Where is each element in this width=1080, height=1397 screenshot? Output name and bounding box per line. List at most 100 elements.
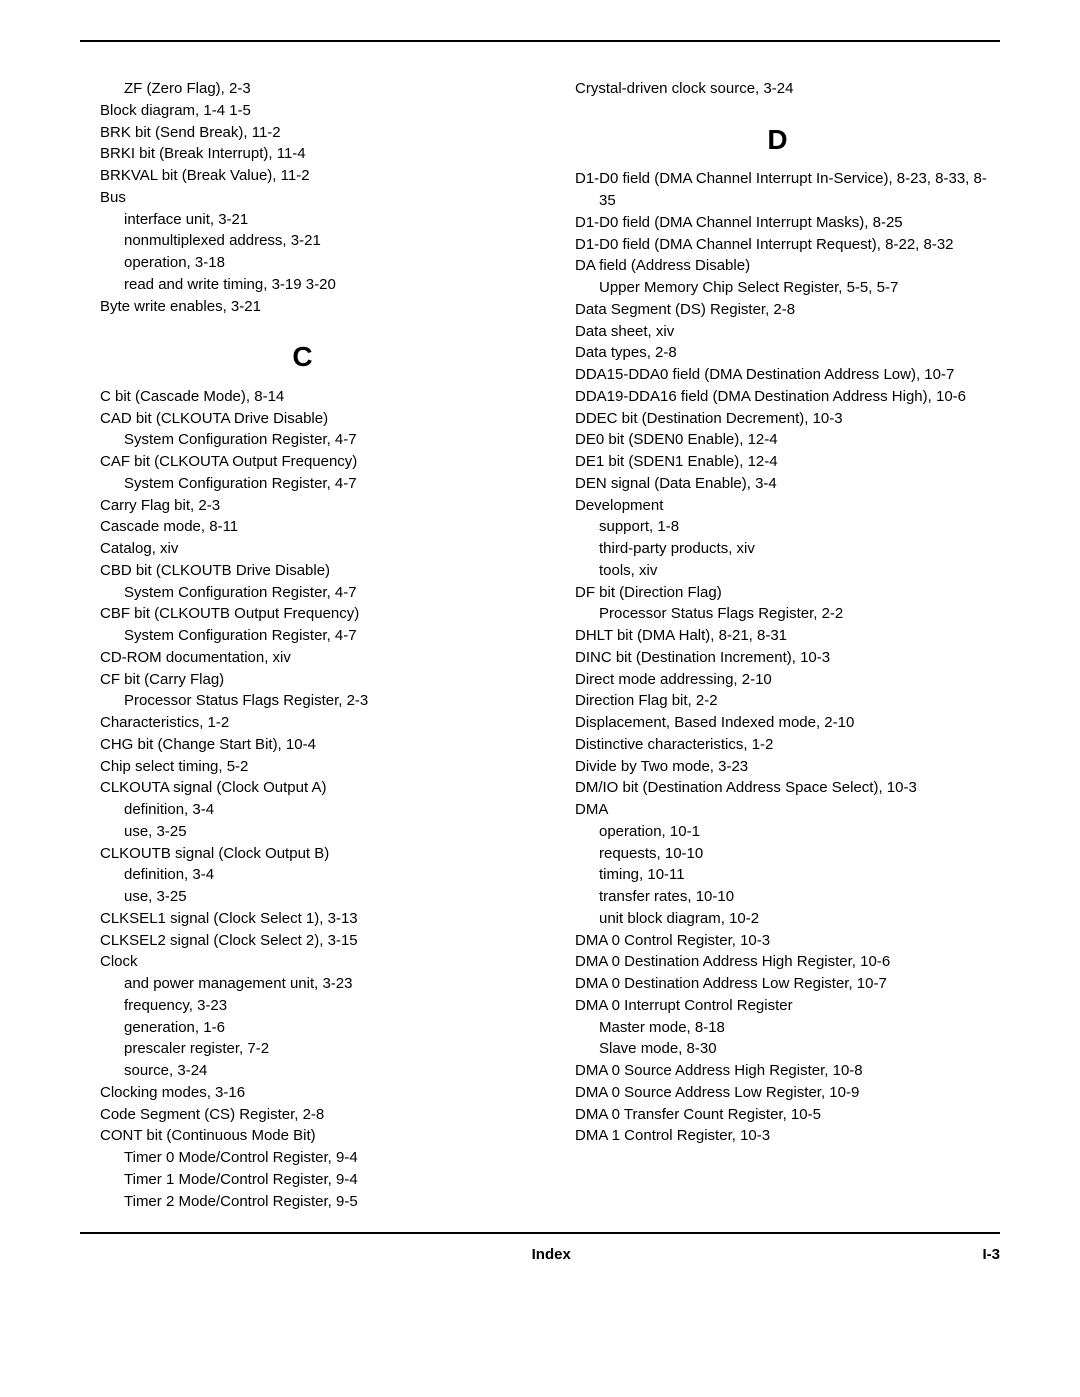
index-entry: DMA	[555, 799, 1000, 821]
index-entry: Catalog, xiv	[80, 538, 525, 560]
index-entry: DE0 bit (SDEN0 Enable), 12-4	[555, 429, 1000, 451]
right-column: Crystal-driven clock source, 3-24 D D1-D0 …	[555, 78, 1000, 1212]
index-entry: System Configuration Register, 4-7	[80, 625, 525, 647]
index-page: ZF (Zero Flag), 2-3Block diagram, 1-4 1-…	[0, 0, 1080, 1296]
index-entry: Carry Flag bit, 2-3	[80, 495, 525, 517]
index-entry: DMA 0 Transfer Count Register, 10-5	[555, 1104, 1000, 1126]
index-entry: operation, 3-18	[80, 252, 525, 274]
index-entry: Timer 0 Mode/Control Register, 9-4	[80, 1147, 525, 1169]
index-entry: System Configuration Register, 4-7	[80, 429, 525, 451]
index-entry: DMA 0 Source Address Low Register, 10-9	[555, 1082, 1000, 1104]
index-entry: CLKSEL1 signal (Clock Select 1), 3-13	[80, 908, 525, 930]
left-column: ZF (Zero Flag), 2-3Block diagram, 1-4 1-…	[80, 78, 525, 1212]
section-letter: C	[80, 337, 525, 378]
index-entry: DMA 0 Destination Address Low Register, …	[555, 973, 1000, 995]
index-entry: Divide by Two mode, 3-23	[555, 756, 1000, 778]
footer-center-label: Index	[120, 1244, 982, 1266]
index-entry: Clock	[80, 951, 525, 973]
index-entry: Crystal-driven clock source, 3-24	[555, 78, 1000, 100]
index-entry: DDA19-DDA16 field (DMA Destination Addre…	[555, 386, 1000, 408]
index-entry: CHG bit (Change Start Bit), 10-4	[80, 734, 525, 756]
index-entry: Distinctive characteristics, 1-2	[555, 734, 1000, 756]
index-entry: interface unit, 3-21	[80, 209, 525, 231]
index-entry: Code Segment (CS) Register, 2-8	[80, 1104, 525, 1126]
index-entry: use, 3-25	[80, 886, 525, 908]
index-entry: unit block diagram, 10-2	[555, 908, 1000, 930]
index-entry: Bus	[80, 187, 525, 209]
index-entry: Byte write enables, 3-21	[80, 296, 525, 318]
index-entry: DMA 0 Interrupt Control Register	[555, 995, 1000, 1017]
index-entry: prescaler register, 7-2	[80, 1038, 525, 1060]
index-entry: DINC bit (Destination Increment), 10-3	[555, 647, 1000, 669]
index-entry: read and write timing, 3-19 3-20	[80, 274, 525, 296]
index-entry: Slave mode, 8-30	[555, 1038, 1000, 1060]
index-entry: CD-ROM documentation, xiv	[80, 647, 525, 669]
index-entry: Direction Flag bit, 2-2	[555, 690, 1000, 712]
index-entry: DF bit (Direction Flag)	[555, 582, 1000, 604]
index-entry: CLKSEL2 signal (Clock Select 2), 3-15	[80, 930, 525, 952]
index-entry: C bit (Cascade Mode), 8-14	[80, 386, 525, 408]
index-entry: nonmultiplexed address, 3-21	[80, 230, 525, 252]
index-entry: Direct mode addressing, 2-10	[555, 669, 1000, 691]
index-entry: DA field (Address Disable)	[555, 255, 1000, 277]
index-entry: Data Segment (DS) Register, 2-8	[555, 299, 1000, 321]
index-entry: ZF (Zero Flag), 2-3	[80, 78, 525, 100]
index-entry: D1-D0 field (DMA Channel Interrupt In-Se…	[555, 168, 1000, 212]
index-entry: Clocking modes, 3-16	[80, 1082, 525, 1104]
index-entry: operation, 10-1	[555, 821, 1000, 843]
index-entry: DMA 0 Control Register, 10-3	[555, 930, 1000, 952]
index-entry: BRKI bit (Break Interrupt), 11-4	[80, 143, 525, 165]
index-entry: Data types, 2-8	[555, 342, 1000, 364]
index-entry: Timer 2 Mode/Control Register, 9-5	[80, 1191, 525, 1213]
index-entry: CF bit (Carry Flag)	[80, 669, 525, 691]
index-entry: source, 3-24	[80, 1060, 525, 1082]
index-entry: Development	[555, 495, 1000, 517]
index-entry: definition, 3-4	[80, 799, 525, 821]
index-entry: CAF bit (CLKOUTA Output Frequency)	[80, 451, 525, 473]
index-entry: and power management unit, 3-23	[80, 973, 525, 995]
index-entry: DDA15-DDA0 field (DMA Destination Addres…	[555, 364, 1000, 386]
index-entry: Cascade mode, 8-11	[80, 516, 525, 538]
index-entry: Processor Status Flags Register, 2-3	[80, 690, 525, 712]
index-entry: D1-D0 field (DMA Channel Interrupt Masks…	[555, 212, 1000, 234]
index-entry: transfer rates, 10-10	[555, 886, 1000, 908]
index-entry: CAD bit (CLKOUTA Drive Disable)	[80, 408, 525, 430]
index-entry: CLKOUTB signal (Clock Output B)	[80, 843, 525, 865]
index-entry: System Configuration Register, 4-7	[80, 582, 525, 604]
index-entry: DEN signal (Data Enable), 3-4	[555, 473, 1000, 495]
index-entry: BRKVAL bit (Break Value), 11-2	[80, 165, 525, 187]
index-entry: DDEC bit (Destination Decrement), 10-3	[555, 408, 1000, 430]
index-entry: use, 3-25	[80, 821, 525, 843]
index-entry: CONT bit (Continuous Mode Bit)	[80, 1125, 525, 1147]
index-entry: Data sheet, xiv	[555, 321, 1000, 343]
index-entry: Block diagram, 1-4 1-5	[80, 100, 525, 122]
index-entry: D1-D0 field (DMA Channel Interrupt Reque…	[555, 234, 1000, 256]
index-entry: Chip select timing, 5-2	[80, 756, 525, 778]
index-entry: requests, 10-10	[555, 843, 1000, 865]
page-footer: Index I-3	[80, 1234, 1000, 1266]
section-letter: D	[555, 120, 1000, 161]
index-entry: DM/IO bit (Destination Address Space Sel…	[555, 777, 1000, 799]
index-entry: DMA 0 Source Address High Register, 10-8	[555, 1060, 1000, 1082]
index-entry: timing, 10-11	[555, 864, 1000, 886]
index-entry: DMA 1 Control Register, 10-3	[555, 1125, 1000, 1147]
footer-page-number: I-3	[982, 1244, 1000, 1266]
index-entry: Displacement, Based Indexed mode, 2-10	[555, 712, 1000, 734]
index-entry: definition, 3-4	[80, 864, 525, 886]
index-entry: Upper Memory Chip Select Register, 5-5, …	[555, 277, 1000, 299]
index-entry: DMA 0 Destination Address High Register,…	[555, 951, 1000, 973]
index-entry: frequency, 3-23	[80, 995, 525, 1017]
index-entry: Characteristics, 1-2	[80, 712, 525, 734]
index-entry: generation, 1-6	[80, 1017, 525, 1039]
index-columns: ZF (Zero Flag), 2-3Block diagram, 1-4 1-…	[80, 42, 1000, 1232]
index-entry: Timer 1 Mode/Control Register, 9-4	[80, 1169, 525, 1191]
index-entry: third-party products, xiv	[555, 538, 1000, 560]
index-entry: CLKOUTA signal (Clock Output A)	[80, 777, 525, 799]
index-entry: support, 1-8	[555, 516, 1000, 538]
index-entry: Processor Status Flags Register, 2-2	[555, 603, 1000, 625]
index-entry: Master mode, 8-18	[555, 1017, 1000, 1039]
index-entry: tools, xiv	[555, 560, 1000, 582]
index-entry: BRK bit (Send Break), 11-2	[80, 122, 525, 144]
index-entry: CBF bit (CLKOUTB Output Frequency)	[80, 603, 525, 625]
index-entry: DE1 bit (SDEN1 Enable), 12-4	[555, 451, 1000, 473]
